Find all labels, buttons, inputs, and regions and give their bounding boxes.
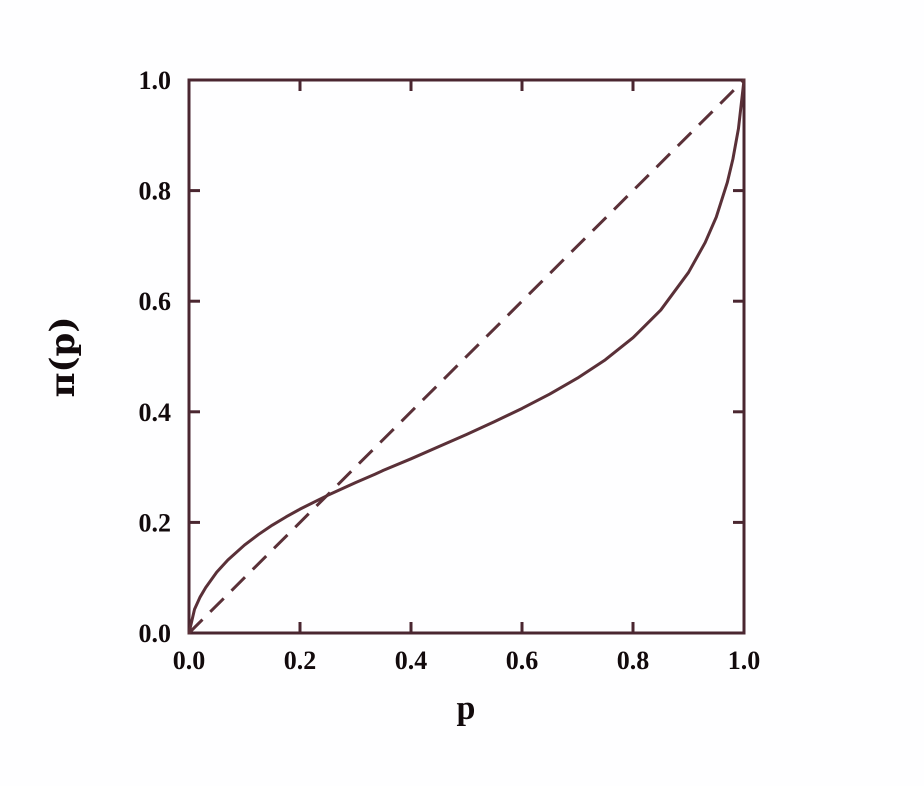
- y-tick-label: 1.0: [139, 66, 172, 95]
- x-tick-label: 0.2: [284, 646, 317, 675]
- x-axis-ticks: [298, 80, 635, 633]
- x-axis-title: p: [457, 690, 476, 727]
- x-tick-label: 1.0: [728, 646, 761, 675]
- identity-line-series: [187, 78, 746, 635]
- x-axis-tick-labels: 0.0 0.2 0.4 0.6 0.8 1.0: [173, 646, 761, 675]
- x-tick-label: 0.8: [617, 646, 650, 675]
- y-axis-ticks: [189, 189, 744, 524]
- y-tick-label: 0.0: [139, 619, 172, 648]
- y-tick-label: 0.8: [139, 177, 172, 206]
- x-tick-label: 0.6: [506, 646, 539, 675]
- y-tick-label: 0.2: [139, 508, 172, 537]
- y-axis-title: π(p): [43, 317, 83, 398]
- y-tick-label: 0.6: [139, 287, 172, 316]
- x-tick-label: 0.4: [395, 646, 428, 675]
- y-tick-label: 0.4: [139, 398, 172, 427]
- y-axis-tick-labels: 0.0 0.2 0.4 0.6 0.8 1.0: [139, 66, 172, 648]
- x-tick-label: 0.0: [173, 646, 206, 675]
- plot-frame: [187, 78, 746, 635]
- weighting-function-series: [187, 78, 746, 635]
